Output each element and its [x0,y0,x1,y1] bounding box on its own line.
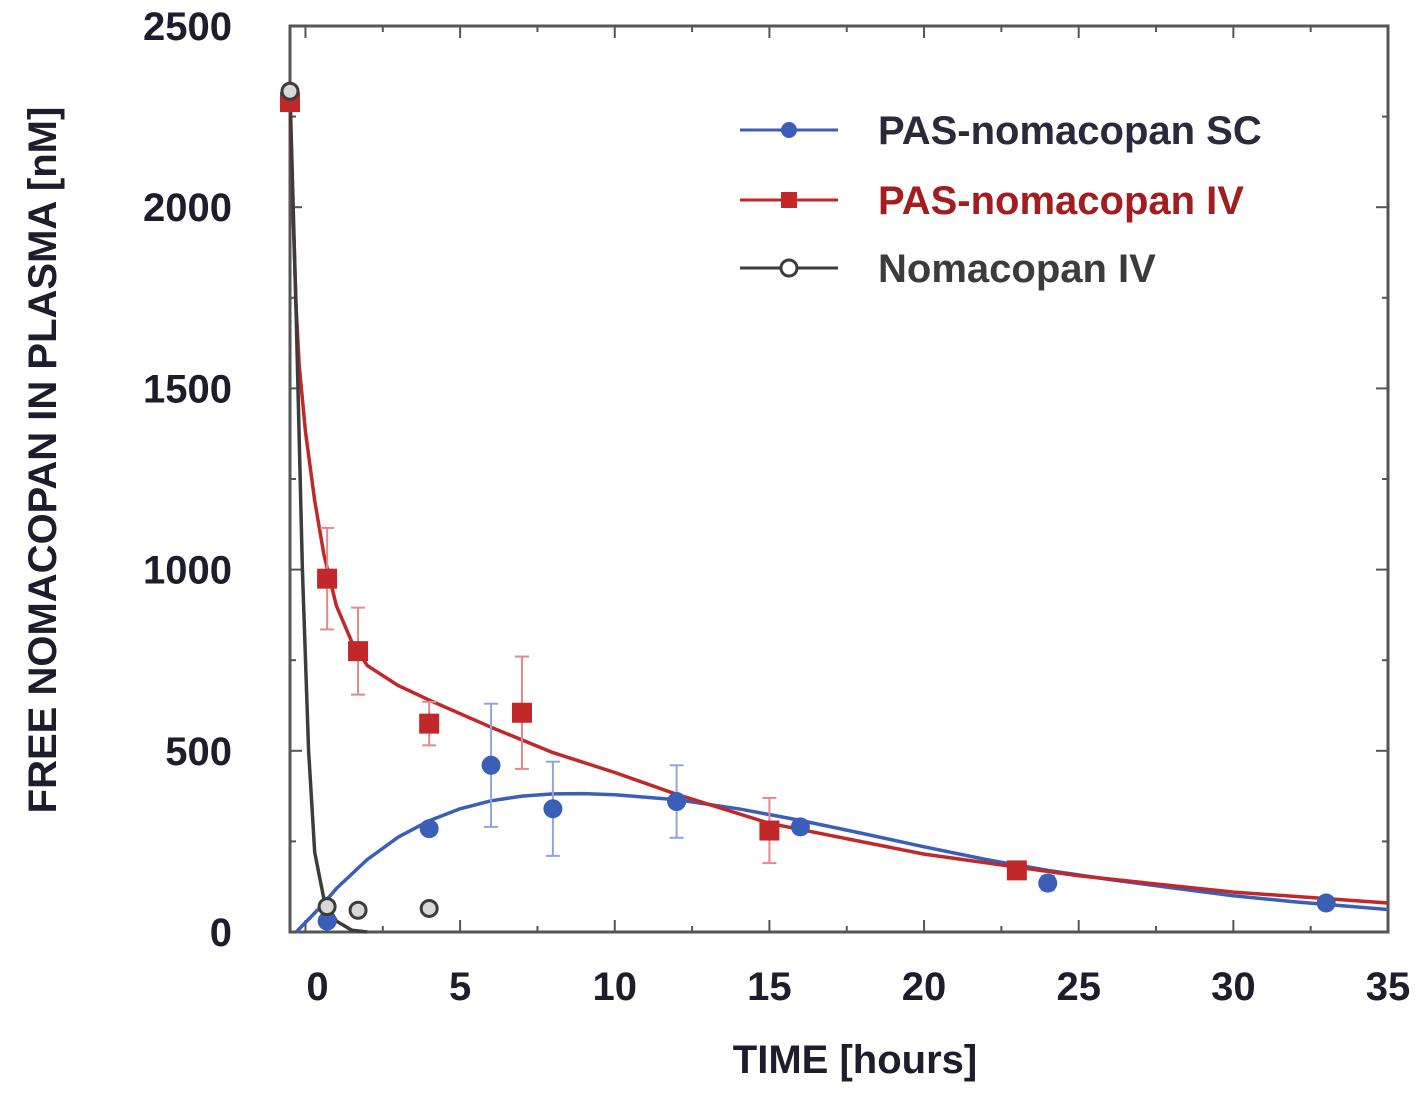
x-tick-label: 35 [1366,965,1411,1009]
fit-curve-2 [288,91,368,934]
x-tick-label: 30 [1211,965,1256,1009]
x-tick-labels: 0 5 10 15 20 25 30 35 [306,965,1410,1009]
fit-curve-1 [288,102,1388,905]
y-tick-label: 500 [165,730,232,774]
data-point-square [317,568,338,589]
data-point-square [759,820,780,841]
data-point-circle [317,911,337,931]
data-points [280,81,1336,931]
legend-entry-sc: PAS-nomacopan SC [740,109,1262,153]
data-point-open-circle [317,897,337,917]
x-tick-label: 20 [902,965,947,1009]
legend-entry-nomacopan-iv: Nomacopan IV [740,247,1156,291]
legend-marker-sc [781,122,797,138]
data-point-open-circle [280,81,300,101]
data-point-square [419,713,440,734]
y-tick-label: 1000 [143,549,232,593]
y-tick-labels: 0 500 1000 1500 2000 2500 [143,5,232,955]
x-tick-label: 10 [593,965,638,1009]
x-tick-label: 0 [306,965,328,1009]
axis-ticks [290,25,1389,933]
x-tick-label: 25 [1056,965,1101,1009]
data-point-square [511,702,532,723]
data-point-circle [667,792,687,812]
data-point-circle [790,817,810,837]
legend: PAS-nomacopan SC PAS-nomacopan IV Nomaco… [740,109,1262,291]
y-tick-label: 2000 [143,186,232,230]
y-axis-title: FREE NOMACOPAN IN PLASMA [nM] [21,107,65,814]
x-tick-label: 15 [747,965,792,1009]
data-point-square [1006,860,1027,881]
legend-entry-pas-iv: PAS-nomacopan IV [740,179,1244,223]
data-point-square [348,641,369,662]
y-tick-label: 1500 [143,367,232,411]
fit-curves [288,91,1388,934]
legend-marker-nomacopan-iv [779,258,799,278]
data-point-circle [481,755,501,775]
data-point-circle [543,799,563,819]
data-point-circle [1316,893,1336,913]
legend-label-nomacopan-iv: Nomacopan IV [878,247,1156,291]
data-point-circle [1038,873,1058,893]
legend-marker-pas-iv [781,192,797,208]
legend-label-pas-iv: PAS-nomacopan IV [878,179,1244,223]
legend-label-sc: PAS-nomacopan SC [878,109,1262,153]
y-tick-label: 2500 [143,5,232,49]
x-axis-title: TIME [hours] [733,1038,977,1082]
x-tick-label: 5 [449,965,471,1009]
data-point-circle [419,819,439,839]
y-tick-label: 0 [210,911,232,955]
data-point-open-circle [348,900,368,920]
data-point-open-circle [419,898,439,918]
